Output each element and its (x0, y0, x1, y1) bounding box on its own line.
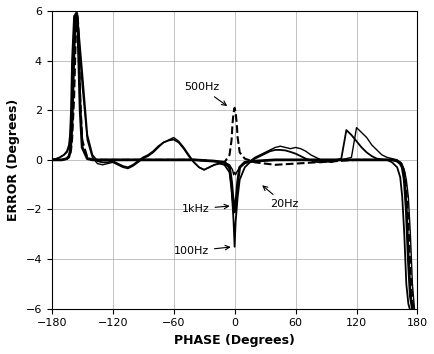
Y-axis label: ERROR (Degrees): ERROR (Degrees) (7, 99, 20, 221)
Text: 500Hz: 500Hz (184, 82, 226, 105)
Text: 100Hz: 100Hz (173, 245, 229, 256)
Text: 20Hz: 20Hz (263, 186, 298, 209)
X-axis label: PHASE (Degrees): PHASE (Degrees) (174, 334, 294, 347)
Text: 1kHz: 1kHz (181, 204, 228, 214)
